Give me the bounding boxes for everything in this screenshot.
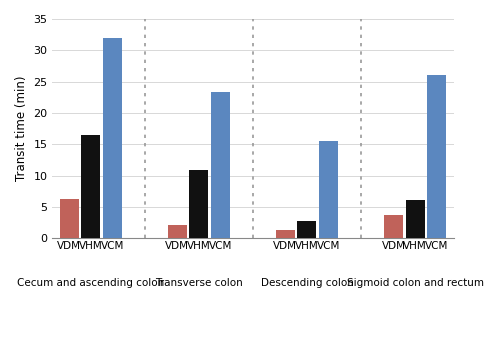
- Y-axis label: Transit time (min): Transit time (min): [15, 76, 28, 181]
- Bar: [298, 221, 316, 238]
- Bar: [103, 38, 122, 238]
- Bar: [190, 170, 208, 238]
- Text: Transverse colon: Transverse colon: [155, 278, 242, 288]
- Bar: [82, 135, 100, 238]
- Text: Sigmoid colon and rectum: Sigmoid colon and rectum: [346, 278, 484, 288]
- Bar: [319, 141, 338, 238]
- Bar: [406, 200, 424, 238]
- Text: Descending colon: Descending colon: [260, 278, 354, 288]
- Bar: [384, 215, 403, 238]
- Bar: [427, 75, 446, 238]
- Bar: [276, 230, 295, 238]
- Bar: [168, 225, 187, 238]
- Text: Cecum and ascending colon: Cecum and ascending colon: [17, 278, 165, 288]
- Bar: [60, 200, 78, 238]
- Bar: [211, 92, 230, 238]
